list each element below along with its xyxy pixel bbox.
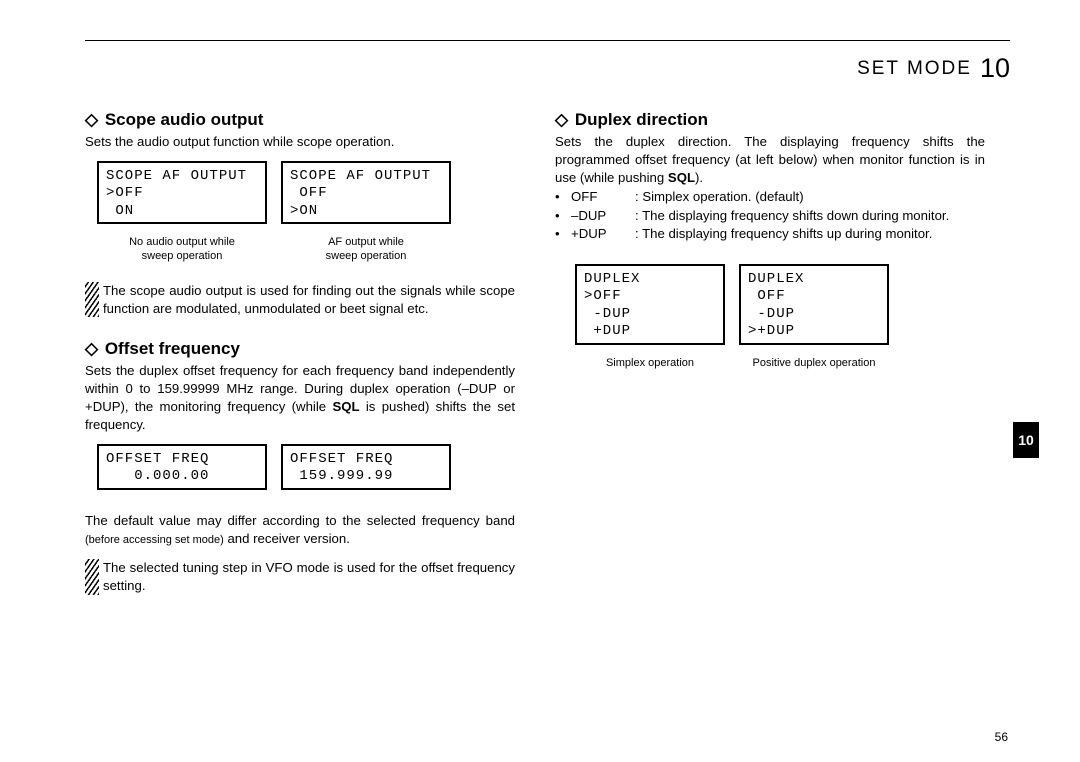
header-title: SET MODE bbox=[857, 58, 972, 80]
lcd-line: >OFF bbox=[584, 288, 716, 306]
text-segment: ). bbox=[695, 170, 703, 185]
lcd-line: DUPLEX bbox=[748, 271, 880, 289]
bullet-dot: • bbox=[555, 207, 563, 225]
def-row: • –DUP : The displaying frequency shifts… bbox=[555, 207, 985, 225]
title-text: Offset frequency bbox=[105, 339, 240, 358]
lcd-line: ON bbox=[106, 203, 258, 221]
lcd-line: OFFSET FREQ bbox=[290, 451, 442, 469]
lcd-line: 159.999.99 bbox=[290, 468, 442, 486]
page-number: 56 bbox=[995, 730, 1008, 744]
lcd-offset-min: OFFSET FREQ 0.000.00 bbox=[97, 444, 267, 496]
offset-lcd-row: OFFSET FREQ 0.000.00 OFFSET FREQ 159.999… bbox=[97, 444, 515, 496]
lcd-tear-edge bbox=[281, 223, 451, 231]
offset-note-text: The selected tuning step in VFO mode is … bbox=[103, 559, 515, 595]
lcd-tear-edge bbox=[281, 489, 451, 497]
caption-duplex-off: Simplex operation bbox=[575, 357, 725, 371]
lcd-line: -DUP bbox=[748, 306, 880, 324]
lcd-line: OFF bbox=[290, 185, 442, 203]
offset-note: The selected tuning step in VFO mode is … bbox=[85, 559, 515, 595]
def-desc: : The displaying frequency shifts up dur… bbox=[635, 225, 985, 243]
sql-label: SQL bbox=[668, 170, 695, 185]
bullet-dot: • bbox=[555, 225, 563, 243]
def-desc: : Simplex operation. (default) bbox=[635, 188, 985, 206]
duplex-caption-row: Simplex operation Positive duplex operat… bbox=[575, 357, 985, 371]
lcd-tear-edge bbox=[739, 344, 889, 352]
lcd-tear-edge bbox=[97, 489, 267, 497]
lcd-line: OFF bbox=[748, 288, 880, 306]
bullet-dot: • bbox=[555, 188, 563, 206]
def-row: • OFF : Simplex operation. (default) bbox=[555, 188, 985, 206]
def-term: OFF bbox=[571, 188, 627, 206]
scope-intro: Sets the audio output function while sco… bbox=[85, 133, 515, 151]
duplex-lcd-row: DUPLEX >OFF -DUP +DUP DUPLEX OFF -DUP >+… bbox=[575, 264, 985, 351]
diamond-icon: ◇ bbox=[85, 110, 98, 129]
scope-caption-row: No audio output while sweep operation AF… bbox=[97, 236, 515, 264]
lcd-tear-edge bbox=[97, 223, 267, 231]
left-column: ◇ Scope audio output Sets the audio outp… bbox=[85, 102, 515, 609]
page-header: SET MODE 10 bbox=[85, 53, 1010, 84]
def-row: • +DUP : The displaying frequency shifts… bbox=[555, 225, 985, 243]
lcd-line: 0.000.00 bbox=[106, 468, 258, 486]
section-title-offset: ◇ Offset frequency bbox=[85, 339, 515, 359]
manual-page: SET MODE 10 ◇ Scope audio output Sets th… bbox=[0, 0, 1080, 762]
scope-lcd-row: SCOPE AF OUTPUT >OFF ON SCOPE AF OUTPUT … bbox=[97, 161, 515, 231]
def-term: +DUP bbox=[571, 225, 627, 243]
text-small: (before accessing set mode) bbox=[85, 534, 224, 546]
lcd-tear-edge bbox=[575, 344, 725, 352]
caption-scope-off: No audio output while sweep operation bbox=[97, 236, 267, 264]
section-title-scope: ◇ Scope audio output bbox=[85, 110, 515, 130]
hash-pattern bbox=[85, 559, 99, 595]
text-segment: The default value may differ according t… bbox=[85, 513, 515, 528]
title-text: Scope audio output bbox=[105, 110, 264, 129]
offset-intro: Sets the duplex offset frequency for eac… bbox=[85, 362, 515, 433]
sql-label: SQL bbox=[332, 399, 359, 414]
lcd-duplex-plus: DUPLEX OFF -DUP >+DUP bbox=[739, 264, 889, 351]
right-column: ◇ Duplex direction Sets the duplex direc… bbox=[555, 102, 985, 609]
section-title-duplex: ◇ Duplex direction bbox=[555, 110, 985, 130]
def-desc: : The displaying frequency shifts down d… bbox=[635, 207, 985, 225]
lcd-offset-max: OFFSET FREQ 159.999.99 bbox=[281, 444, 451, 496]
hash-pattern bbox=[85, 282, 99, 318]
chapter-tab: 10 bbox=[1013, 422, 1039, 458]
diamond-icon: ◇ bbox=[555, 110, 568, 129]
chapter-number: 10 bbox=[980, 53, 1010, 84]
lcd-line: >ON bbox=[290, 203, 442, 221]
lcd-scope-on: SCOPE AF OUTPUT OFF >ON bbox=[281, 161, 451, 231]
duplex-def-list: • OFF : Simplex operation. (default) • –… bbox=[555, 188, 985, 243]
scope-note: The scope audio output is used for findi… bbox=[85, 282, 515, 318]
title-text: Duplex direction bbox=[575, 110, 708, 129]
duplex-intro: Sets the duplex direction. The displayin… bbox=[555, 133, 985, 186]
content-columns: ◇ Scope audio output Sets the audio outp… bbox=[85, 102, 1010, 609]
offset-post: The default value may differ according t… bbox=[85, 512, 515, 548]
lcd-line: SCOPE AF OUTPUT bbox=[290, 168, 442, 186]
lcd-line: -DUP bbox=[584, 306, 716, 324]
text-segment: and receiver version. bbox=[224, 531, 350, 546]
lcd-line: OFFSET FREQ bbox=[106, 451, 258, 469]
caption-scope-on: AF output while sweep operation bbox=[281, 236, 451, 264]
lcd-duplex-off: DUPLEX >OFF -DUP +DUP bbox=[575, 264, 725, 351]
caption-duplex-plus: Positive duplex operation bbox=[739, 357, 889, 371]
lcd-scope-off: SCOPE AF OUTPUT >OFF ON bbox=[97, 161, 267, 231]
lcd-line: >+DUP bbox=[748, 323, 880, 341]
top-rule bbox=[85, 40, 1010, 41]
scope-note-text: The scope audio output is used for findi… bbox=[103, 282, 515, 318]
text-segment: Sets the duplex direction. The displayin… bbox=[555, 134, 985, 185]
lcd-line: DUPLEX bbox=[584, 271, 716, 289]
diamond-icon: ◇ bbox=[85, 339, 98, 358]
lcd-line: SCOPE AF OUTPUT bbox=[106, 168, 258, 186]
def-term: –DUP bbox=[571, 207, 627, 225]
lcd-line: >OFF bbox=[106, 185, 258, 203]
lcd-line: +DUP bbox=[584, 323, 716, 341]
